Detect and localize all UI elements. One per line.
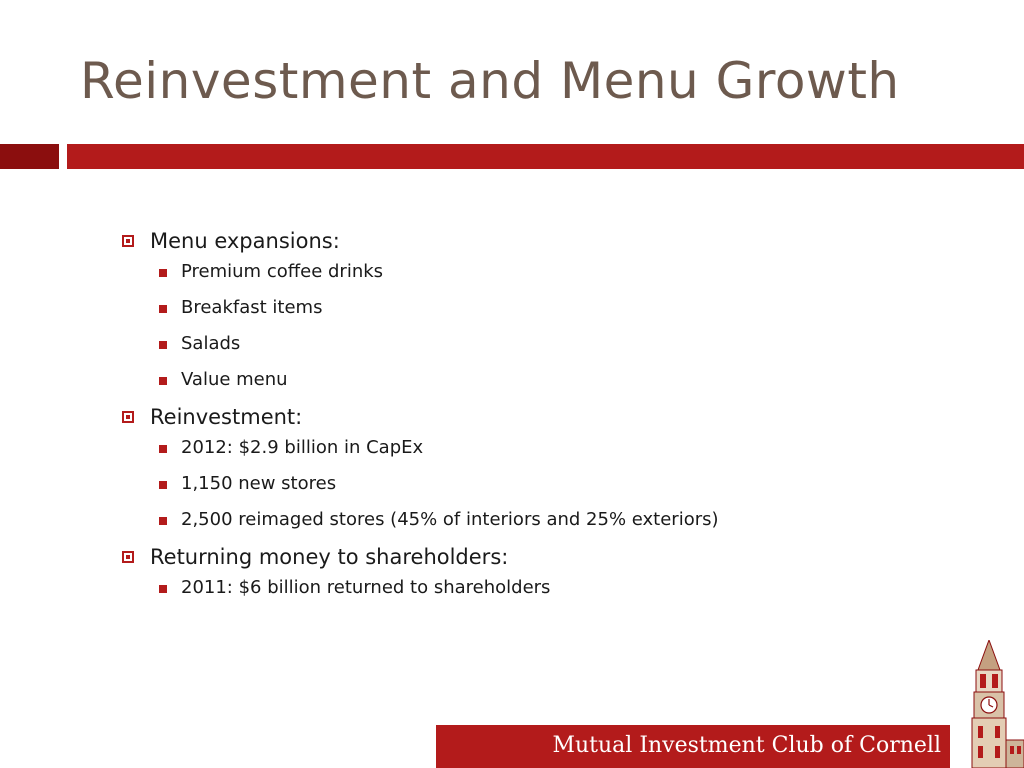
- slide-title: Reinvestment and Menu Growth: [80, 52, 900, 110]
- filled-square-bullet-icon: [159, 341, 167, 349]
- title-rule-left: [0, 144, 59, 169]
- bullet-text: Menu expansions:: [150, 229, 340, 253]
- sub-bullet-item: 2012: $2.9 billion in CapEx: [156, 436, 1000, 460]
- filled-square-bullet-icon: [159, 585, 167, 593]
- sub-bullet-text: Value menu: [181, 369, 288, 390]
- sub-bullet-item: 1,150 new stores: [156, 472, 1000, 496]
- filled-square-bullet-icon: [159, 377, 167, 385]
- sub-bullet-item: Premium coffee drinks: [156, 260, 1000, 284]
- footer-text: Mutual Investment Club of Cornell: [552, 733, 941, 758]
- sub-bullet-text: Breakfast items: [181, 297, 323, 318]
- sub-bullet-item: Breakfast items: [156, 296, 1000, 320]
- sub-bullet-text: Salads: [181, 333, 241, 354]
- bullet-item: Returning money to shareholders: 2011: $…: [120, 542, 1000, 600]
- filled-square-bullet-icon: [159, 481, 167, 489]
- bullet-text: Reinvestment:: [150, 405, 303, 429]
- sub-bullet-list: Premium coffee drinks Breakfast items Sa…: [150, 260, 1000, 392]
- sub-bullet-text: 2011: $6 billion returned to shareholder…: [181, 577, 551, 598]
- bullet-item: Reinvestment: 2012: $2.9 billion in CapE…: [120, 402, 1000, 532]
- hollow-square-bullet-icon: [122, 235, 134, 247]
- filled-square-bullet-icon: [159, 269, 167, 277]
- sub-bullet-item: 2011: $6 billion returned to shareholder…: [156, 576, 1000, 600]
- sub-bullet-list: 2011: $6 billion returned to shareholder…: [150, 576, 1000, 600]
- title-rule-right: [67, 144, 1024, 169]
- clock-tower-icon: [971, 640, 1024, 768]
- bullet-item: Menu expansions: Premium coffee drinks B…: [120, 226, 1000, 392]
- bullet-text: Returning money to shareholders:: [150, 545, 509, 569]
- hollow-square-bullet-icon: [122, 551, 134, 563]
- filled-square-bullet-icon: [159, 305, 167, 313]
- sub-bullet-list: 2012: $2.9 billion in CapEx 1,150 new st…: [150, 436, 1000, 532]
- sub-bullet-text: 1,150 new stores: [181, 473, 337, 494]
- filled-square-bullet-icon: [159, 445, 167, 453]
- sub-bullet-item: 2,500 reimaged stores (45% of interiors …: [156, 508, 1000, 532]
- sub-bullet-text: 2,500 reimaged stores (45% of interiors …: [181, 509, 719, 530]
- sub-bullet-text: Premium coffee drinks: [181, 261, 384, 282]
- sub-bullet-text: 2012: $2.9 billion in CapEx: [181, 437, 424, 458]
- footer-bar: Mutual Investment Club of Cornell: [436, 725, 950, 768]
- filled-square-bullet-icon: [159, 517, 167, 525]
- sub-bullet-item: Salads: [156, 332, 1000, 356]
- sub-bullet-item: Value menu: [156, 368, 1000, 392]
- bullet-list: Menu expansions: Premium coffee drinks B…: [120, 226, 1000, 610]
- hollow-square-bullet-icon: [122, 411, 134, 423]
